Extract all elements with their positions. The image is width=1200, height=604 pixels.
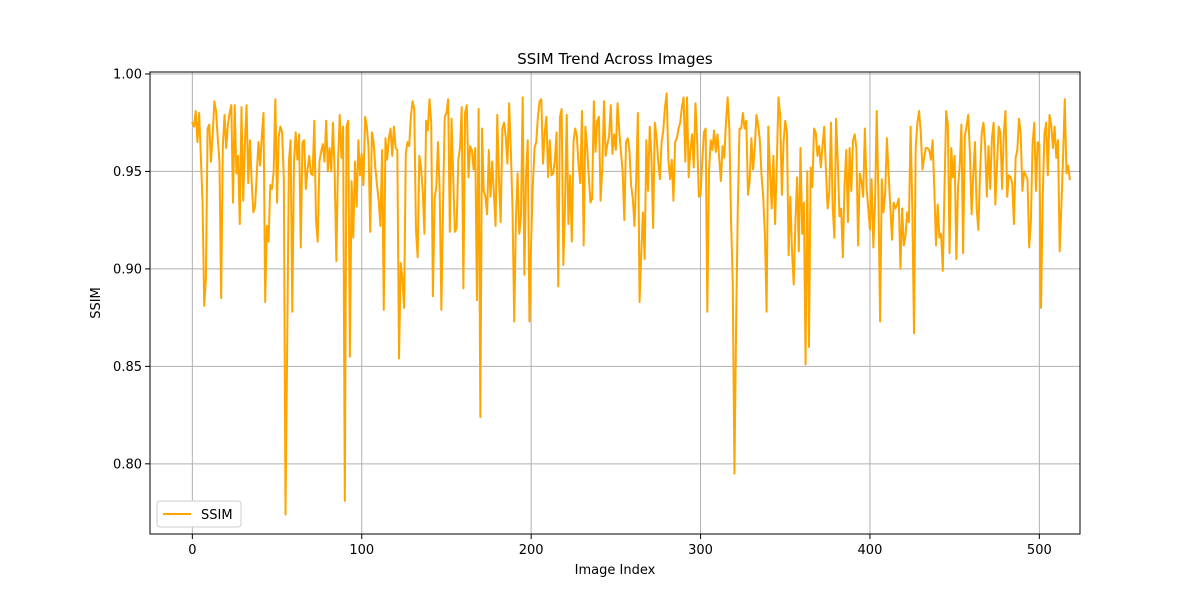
legend-frame <box>156 500 242 528</box>
series-layer <box>191 92 1071 516</box>
x-tick-label: 200 <box>519 543 544 558</box>
x-axis-label: Image Index <box>575 563 656 578</box>
chart-title: SSIM Trend Across Images <box>517 50 713 68</box>
x-tick-label: 500 <box>1027 543 1052 558</box>
y-axis-ticks: 0.80 0.85 0.90 0.95 1.00 <box>113 67 150 472</box>
y-tick-label: 0.95 <box>113 165 142 180</box>
legend-label-ssim: SSIM <box>201 508 233 523</box>
x-tick-label: 400 <box>858 543 883 558</box>
y-tick-label: 0.85 <box>113 360 142 375</box>
x-tick-label: 300 <box>688 543 713 558</box>
plot-frame <box>149 71 1081 535</box>
y-axis-label: SSIM <box>89 287 104 319</box>
y-tick-label: 1.00 <box>113 67 142 82</box>
legend: SSIM <box>156 500 242 528</box>
x-axis-ticks: 0 100 200 300 400 500 <box>188 534 1052 558</box>
grid-lines <box>150 72 1080 534</box>
y-tick-label: 0.90 <box>113 262 142 277</box>
x-tick-label: 100 <box>349 543 374 558</box>
y-tick-label: 0.80 <box>113 457 142 472</box>
x-tick-label: 0 <box>188 543 196 558</box>
series-line-ssim <box>191 92 1071 516</box>
